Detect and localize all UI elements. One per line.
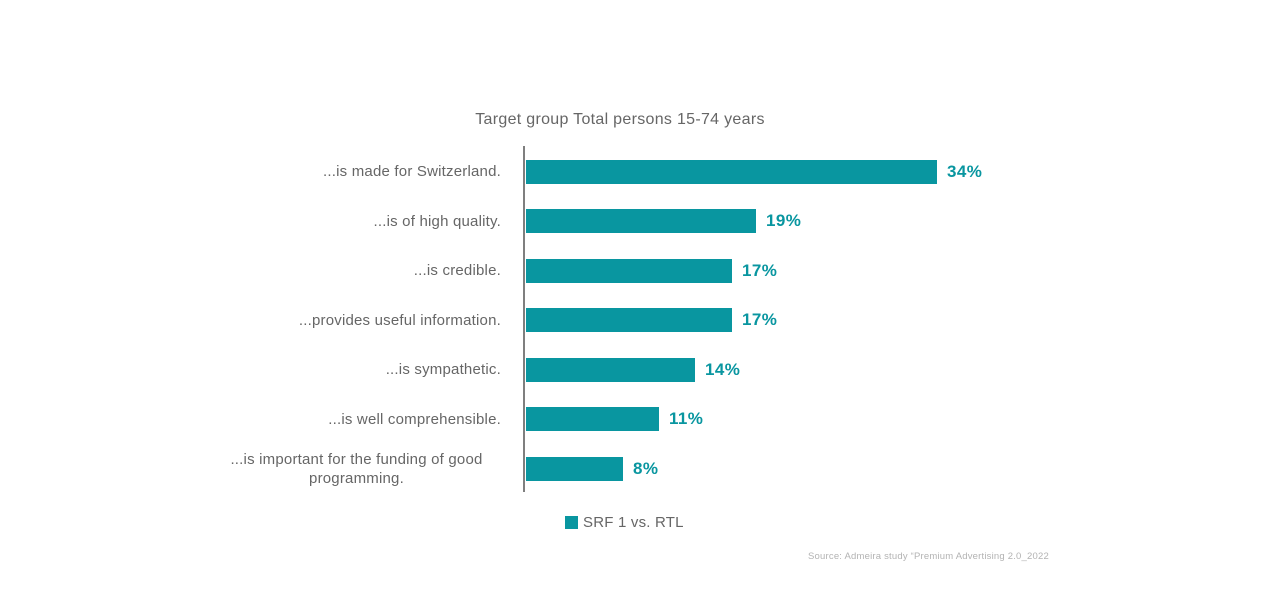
- chart-row: ...is made for Switzerland. 34%: [212, 147, 982, 197]
- chart-row: ...is sympathetic. 14%: [212, 345, 982, 395]
- bar: [526, 258, 732, 283]
- legend-swatch-icon: [565, 516, 578, 529]
- value-label: 8%: [633, 458, 659, 478]
- chart-row: ...is credible. 17%: [212, 246, 982, 296]
- bar: [526, 407, 659, 432]
- legend: SRF 1 vs. RTL: [565, 514, 684, 531]
- category-label: ...is well comprehensible.: [328, 410, 501, 428]
- value-label: 19%: [766, 211, 802, 231]
- axis-line: [523, 146, 525, 492]
- chart-rows: ...is made for Switzerland. 34% ...is of…: [212, 147, 982, 494]
- bar: [526, 456, 623, 481]
- category-label: ...is made for Switzerland.: [323, 163, 501, 181]
- category-label: ...is credible.: [413, 262, 501, 280]
- category-label: ...is sympathetic.: [385, 361, 501, 379]
- bar: [526, 308, 732, 333]
- chart-title: Target group Total persons 15-74 years: [475, 111, 765, 128]
- value-label: 17%: [742, 260, 778, 280]
- value-label: 34%: [947, 161, 983, 181]
- chart-row: ...is well comprehensible. 11%: [212, 395, 982, 445]
- category-label: ...is important for the funding of good …: [230, 450, 483, 487]
- value-label: 17%: [742, 310, 778, 330]
- bar: [526, 159, 937, 184]
- category-label: ...is of high quality.: [373, 212, 501, 230]
- bar: [526, 357, 695, 382]
- chart-row: ...provides useful information. 17%: [212, 296, 982, 346]
- value-label: 14%: [705, 359, 741, 379]
- legend-label: SRF 1 vs. RTL: [583, 514, 684, 531]
- bar: [526, 209, 756, 234]
- source-note: Source: Admeira study “Premium Advertisi…: [808, 551, 1049, 562]
- chart-row: ...is important for the funding of good …: [212, 444, 982, 494]
- value-label: 11%: [669, 409, 704, 429]
- chart-row: ...is of high quality. 19%: [212, 197, 982, 247]
- category-label: ...provides useful information.: [298, 311, 501, 329]
